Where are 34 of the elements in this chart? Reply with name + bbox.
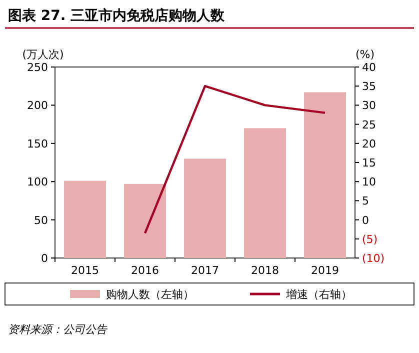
x-tick-label: 2015 [71, 264, 99, 277]
y2-tick-label: 40 [362, 61, 376, 74]
y-tick-label: 100 [27, 176, 48, 189]
bar [64, 180, 106, 258]
x-tick-label: 2018 [251, 264, 279, 277]
y2-tick-label: 10 [362, 176, 376, 189]
y-tick-label: 0 [41, 252, 48, 265]
y-tick-label: 50 [34, 214, 48, 227]
y2-tick-label: 25 [362, 118, 376, 132]
y-tick-label: 250 [27, 61, 48, 74]
y2-tick-label: 20 [362, 137, 376, 150]
legend-label: 增速（右轴） [285, 288, 352, 301]
y-tick-label: 200 [27, 99, 48, 112]
y2-tick-label: 30 [362, 99, 376, 112]
line-series [144, 85, 326, 234]
chart-title: 图表 27. 三亚市内免税店购物人数 [8, 7, 226, 24]
y-tick-label: 150 [27, 137, 48, 150]
y2-axis-title: (%) [355, 48, 375, 61]
bar [304, 92, 346, 258]
y2-tick-label: 5 [362, 194, 369, 208]
y2-tick-label: (5) [362, 232, 378, 246]
x-tick-label: 2017 [191, 264, 219, 277]
y2-tick-label: (10) [362, 252, 385, 265]
y2-tick-label: 15 [362, 156, 376, 170]
bar [244, 128, 286, 258]
text: 资料来源：公司公告 [8, 323, 108, 336]
x-tick-label: 2016 [131, 264, 159, 277]
x-tick-label: 2019 [311, 264, 339, 277]
bar [124, 184, 166, 258]
y2-tick-label: 35 [362, 80, 376, 94]
bar [184, 158, 226, 258]
y-axis-title: (万人次) [22, 48, 64, 61]
y2-tick-label: 0 [362, 214, 369, 227]
legend-label: 购物人数（左轴） [106, 288, 194, 301]
